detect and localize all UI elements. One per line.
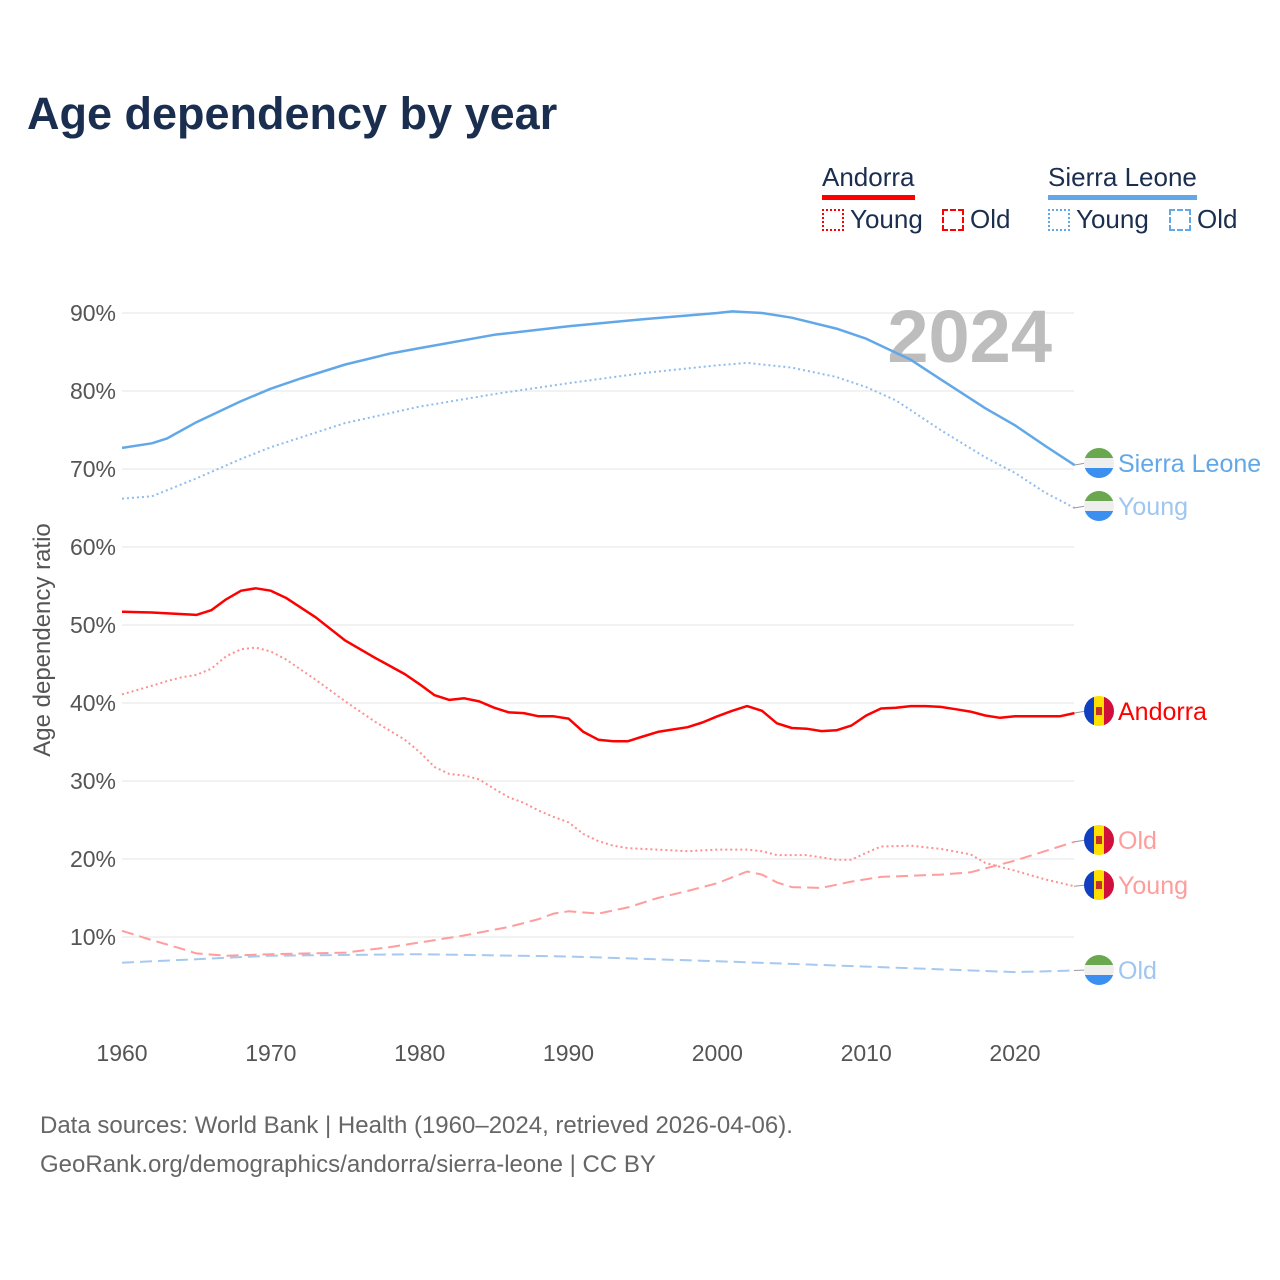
flag-stripe	[1104, 825, 1114, 855]
dotted-swatch-icon	[1048, 208, 1070, 231]
y-tick-label: 30%	[70, 768, 116, 794]
end-label: Sierra Leone	[1118, 450, 1261, 478]
chart-title: Age dependency by year	[27, 88, 558, 139]
series-line-sierra-leone-young	[121, 361, 1075, 509]
x-tick-label: 2000	[692, 1040, 743, 1066]
flag-emblem	[1096, 707, 1102, 715]
y-tick-label: 60%	[70, 534, 116, 560]
legend-sierra-leone[interactable]: Sierra Leone	[1048, 162, 1197, 200]
flag-stripe	[1084, 448, 1114, 458]
flag-stripe	[1104, 870, 1114, 900]
flag-stripe	[1084, 501, 1114, 511]
sierra-leone-flag-icon	[1084, 448, 1114, 478]
andorra-flag-icon	[1084, 870, 1114, 900]
flag-stripe	[1084, 870, 1094, 900]
flag-stripe	[1084, 468, 1114, 478]
flag-stripe	[1084, 491, 1114, 501]
legend-label: Old	[970, 204, 1011, 234]
end-label: Old	[1118, 827, 1157, 855]
flag-stripe	[1104, 696, 1114, 726]
legend-sierra-leone-young[interactable]: Young	[1048, 204, 1149, 235]
legend-sierra-leone-old[interactable]: Old	[1169, 204, 1237, 235]
dashed-swatch-icon	[1169, 208, 1191, 231]
legend-label: Young	[850, 204, 923, 234]
leader-line	[1073, 969, 1087, 972]
leader-line	[1073, 710, 1087, 714]
flag-emblem	[1096, 836, 1102, 844]
year-watermark: 2024	[887, 295, 1052, 378]
x-tick-label: 1980	[394, 1040, 445, 1066]
flag-stripe	[1084, 458, 1114, 468]
sierra-leone-flag-icon	[1084, 491, 1114, 521]
y-tick-label: 20%	[70, 846, 116, 872]
andorra-flag-icon	[1084, 825, 1114, 855]
flag-stripe	[1084, 825, 1094, 855]
dotted-swatch-icon	[822, 208, 844, 231]
flag-stripe	[1084, 696, 1094, 726]
series-line-andorra-old	[121, 840, 1075, 957]
footer: Data sources: World Bank | Health (1960–…	[40, 1106, 793, 1184]
y-tick-label: 50%	[70, 612, 116, 638]
source-link[interactable]: GeoRank.org/demographics/andorra/sierra-…	[40, 1151, 656, 1178]
x-tick-label: 2010	[841, 1040, 892, 1066]
legend-label: Young	[1076, 204, 1149, 234]
leader-line	[1073, 505, 1087, 509]
flag-stripe	[1084, 975, 1114, 985]
dashed-swatch-icon	[942, 208, 964, 231]
data-source: Data sources: World Bank | Health (1960–…	[40, 1112, 793, 1139]
y-tick-label: 80%	[70, 378, 116, 404]
flag-stripe	[1084, 511, 1114, 521]
legend-andorra-young[interactable]: Young	[822, 204, 923, 235]
leader-line	[1073, 839, 1087, 843]
end-label: Young	[1118, 872, 1188, 900]
end-label: Andorra	[1118, 698, 1207, 726]
flag-stripe	[1084, 965, 1114, 975]
legend-label: Old	[1197, 204, 1238, 234]
y-axis-label: Age dependency ratio	[29, 523, 56, 757]
sierra-leone-flag-icon	[1084, 955, 1114, 985]
x-tick-label: 2020	[989, 1040, 1040, 1066]
leader-line	[1073, 884, 1087, 887]
series-line-andorra	[121, 587, 1075, 743]
y-tick-label: 70%	[70, 456, 116, 482]
leader-line	[1073, 462, 1087, 466]
legend-andorra-old[interactable]: Old	[942, 204, 1010, 235]
series-line-sierra-leone-old	[121, 953, 1075, 974]
x-tick-label: 1990	[543, 1040, 594, 1066]
y-tick-label: 90%	[70, 300, 116, 326]
legend-andorra[interactable]: Andorra	[822, 162, 915, 200]
x-tick-label: 1970	[245, 1040, 296, 1066]
series-line-sierra-leone	[121, 310, 1076, 467]
andorra-flag-icon	[1084, 696, 1114, 726]
series-line-andorra-young	[121, 646, 1075, 888]
y-tick-label: 10%	[70, 924, 116, 950]
x-tick-label: 1960	[96, 1040, 147, 1066]
flag-stripe	[1084, 955, 1114, 965]
flag-emblem	[1096, 881, 1102, 889]
y-tick-label: 40%	[70, 690, 116, 716]
end-label: Old	[1118, 957, 1157, 985]
end-label: Young	[1118, 493, 1188, 521]
